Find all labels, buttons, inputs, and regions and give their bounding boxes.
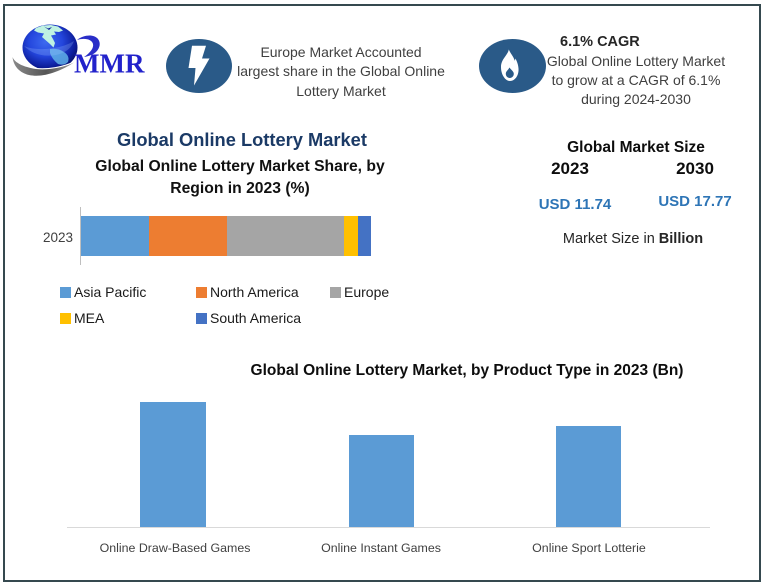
svg-text:MMR: MMR [74,49,145,79]
